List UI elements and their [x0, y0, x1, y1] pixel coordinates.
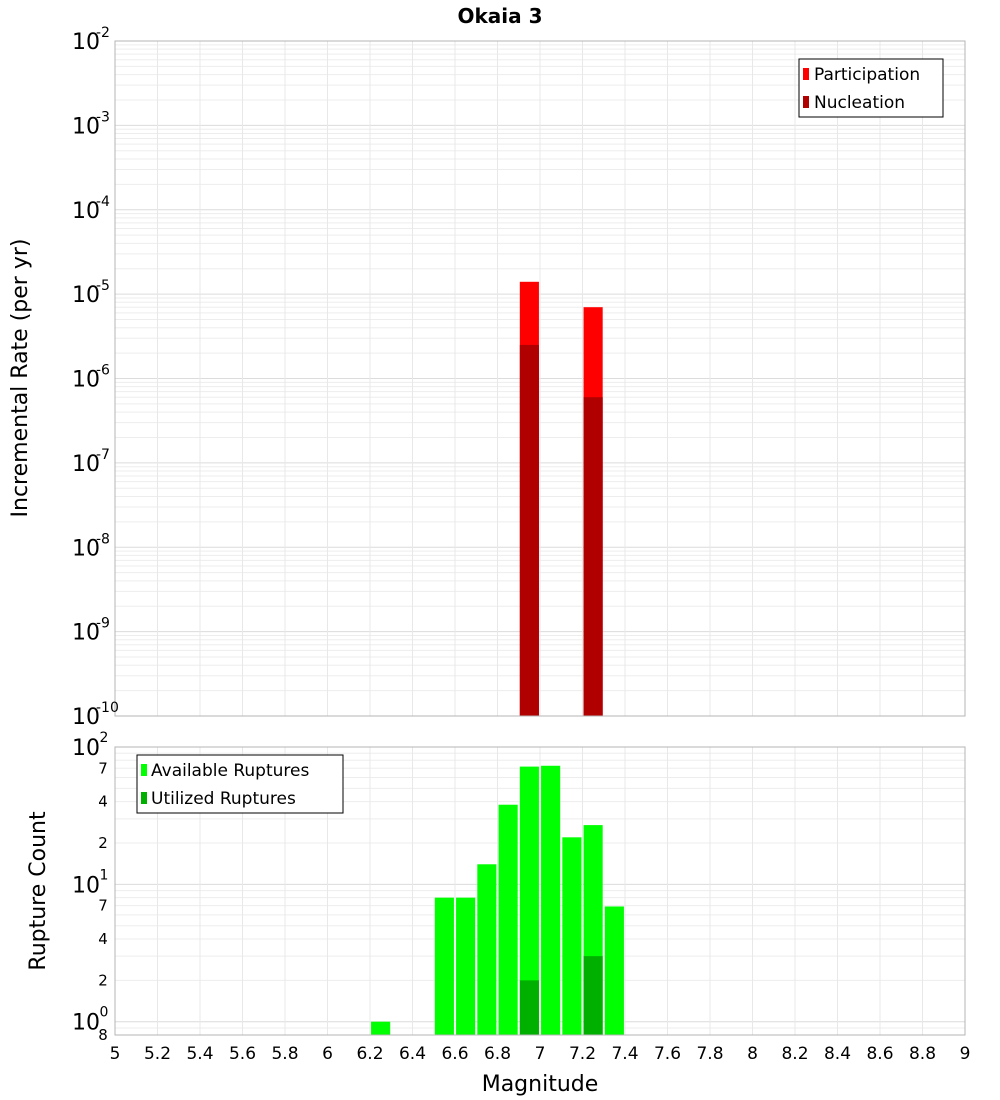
legend-swatch-available-ruptures — [141, 764, 147, 776]
bar-available-ruptures-7.15 — [562, 837, 582, 1035]
bottom-y-minor-tick-label: 7 — [98, 897, 108, 915]
bottom-y-minor-tick-label: 4 — [98, 793, 108, 811]
legend-swatch-nucleation — [803, 96, 809, 108]
top-y-tick-label: 10 — [72, 199, 100, 224]
legend-swatch-utilized-ruptures — [141, 792, 147, 804]
top-y-tick-label: 10 — [72, 452, 100, 477]
bottom-y-minor-tick-label: 4 — [98, 930, 108, 948]
top-y-tick-exponent: -2 — [96, 25, 110, 41]
top-y-tick-exponent: -5 — [96, 278, 110, 294]
x-tick-label: 8 — [747, 1044, 758, 1064]
x-tick-label: 8.2 — [781, 1044, 808, 1064]
x-tick-label: 8.6 — [866, 1044, 893, 1064]
bar-available-ruptures-6.95 — [519, 766, 539, 1035]
bottom-y-minor-tick-label: 7 — [98, 759, 108, 777]
top-y-tick-label: 10 — [72, 368, 100, 393]
x-tick-label: 6 — [322, 1044, 333, 1064]
x-tick-label: 7.8 — [696, 1044, 723, 1064]
x-tick-label: 5.2 — [144, 1044, 171, 1064]
top-y-tick-label: 10 — [72, 114, 100, 139]
bottom-y-tick-exponent: 0 — [100, 1005, 109, 1021]
x-tick-label: 5.6 — [229, 1044, 256, 1064]
legend-swatch-participation — [803, 68, 809, 80]
top-y-axis-label: Incremental Rate (per yr) — [8, 239, 33, 518]
top-y-tick-exponent: -4 — [96, 194, 110, 210]
x-tick-label: 9 — [960, 1044, 971, 1064]
bar-available-ruptures-6.65 — [456, 897, 476, 1035]
top-y-tick-label: 10 — [72, 536, 100, 561]
bar-available-ruptures-6.75 — [477, 864, 497, 1035]
bar-available-ruptures-7.35 — [604, 906, 624, 1035]
x-tick-label: 6.8 — [484, 1044, 511, 1064]
x-tick-label: 7.4 — [611, 1044, 638, 1064]
top-y-tick-exponent: -10 — [96, 700, 119, 716]
x-tick-label: 5 — [110, 1044, 121, 1064]
x-tick-label: 7.6 — [654, 1044, 681, 1064]
top-y-tick-exponent: -7 — [96, 447, 110, 463]
bar-available-ruptures-6.55 — [434, 897, 454, 1035]
bar-nucleation-7.25 — [583, 397, 603, 716]
bar-utilized-ruptures-6.95 — [519, 980, 539, 1035]
top-gridlines — [114, 41, 966, 717]
bottom-gridlines — [114, 746, 966, 1036]
legend-label-nucleation: Nucleation — [814, 93, 905, 113]
x-tick-label: 7.2 — [569, 1044, 596, 1064]
bottom-y-tick-label: 10 — [72, 1011, 100, 1036]
bottom-legend: Available Ruptures Utilized Ruptures — [136, 754, 344, 814]
bottom-y-tick-label: 10 — [72, 736, 100, 761]
top-y-tick-exponent: -3 — [96, 109, 110, 125]
top-y-tick-exponent: -6 — [96, 363, 110, 379]
x-tick-label: 6.2 — [356, 1044, 383, 1064]
top-y-tick-exponent: -8 — [96, 531, 110, 547]
top-legend: Participation Nucleation — [798, 58, 944, 118]
top-y-tick-label: 10 — [72, 30, 100, 55]
legend-label-participation: Participation — [814, 65, 920, 85]
bar-available-ruptures-6.85 — [498, 804, 518, 1035]
top-y-tick-label: 10 — [72, 621, 100, 646]
chart-title: Okaia 3 — [457, 4, 542, 28]
top-y-tick-exponent: -9 — [96, 616, 110, 632]
legend-label-available-ruptures: Available Ruptures — [151, 761, 309, 781]
legend-label-utilized-ruptures: Utilized Ruptures — [151, 789, 296, 809]
bottom-y-minor-tick-label: 2 — [98, 834, 108, 852]
bottom-y-tick-label: 10 — [72, 873, 100, 898]
x-tick-label: 5.8 — [271, 1044, 298, 1064]
bar-utilized-ruptures-7.25 — [583, 956, 603, 1035]
top-y-tick-label: 10 — [72, 283, 100, 308]
top-plot-border — [114, 40, 966, 717]
x-tick-label: 8.4 — [824, 1044, 851, 1064]
bar-nucleation-6.95 — [519, 344, 539, 716]
bottom-plot-border — [114, 746, 966, 1036]
x-tick-label: 5.4 — [186, 1044, 213, 1064]
bottom-y-axis-label: Rupture Count — [26, 811, 51, 971]
top-panel: 10-1010-910-810-710-610-510-410-310-2Par… — [72, 25, 966, 730]
x-tick-label: 7 — [535, 1044, 546, 1064]
x-tick-label: 8.8 — [909, 1044, 936, 1064]
bottom-y-tick-exponent: 2 — [100, 730, 109, 746]
bottom-y-tick-exponent: 1 — [100, 867, 109, 883]
x-tick-label: 6.4 — [399, 1044, 426, 1064]
bottom-y-minor-tick-label: 2 — [98, 971, 108, 989]
bar-available-ruptures-6.25 — [371, 1021, 391, 1035]
top-y-tick-label: 10 — [72, 705, 100, 730]
bottom-y-minor-tick-label: 8 — [98, 1026, 108, 1044]
x-tick-label: 6.6 — [441, 1044, 468, 1064]
x-axis-label: Magnitude — [482, 1072, 599, 1097]
bar-available-ruptures-7.05 — [541, 765, 561, 1035]
